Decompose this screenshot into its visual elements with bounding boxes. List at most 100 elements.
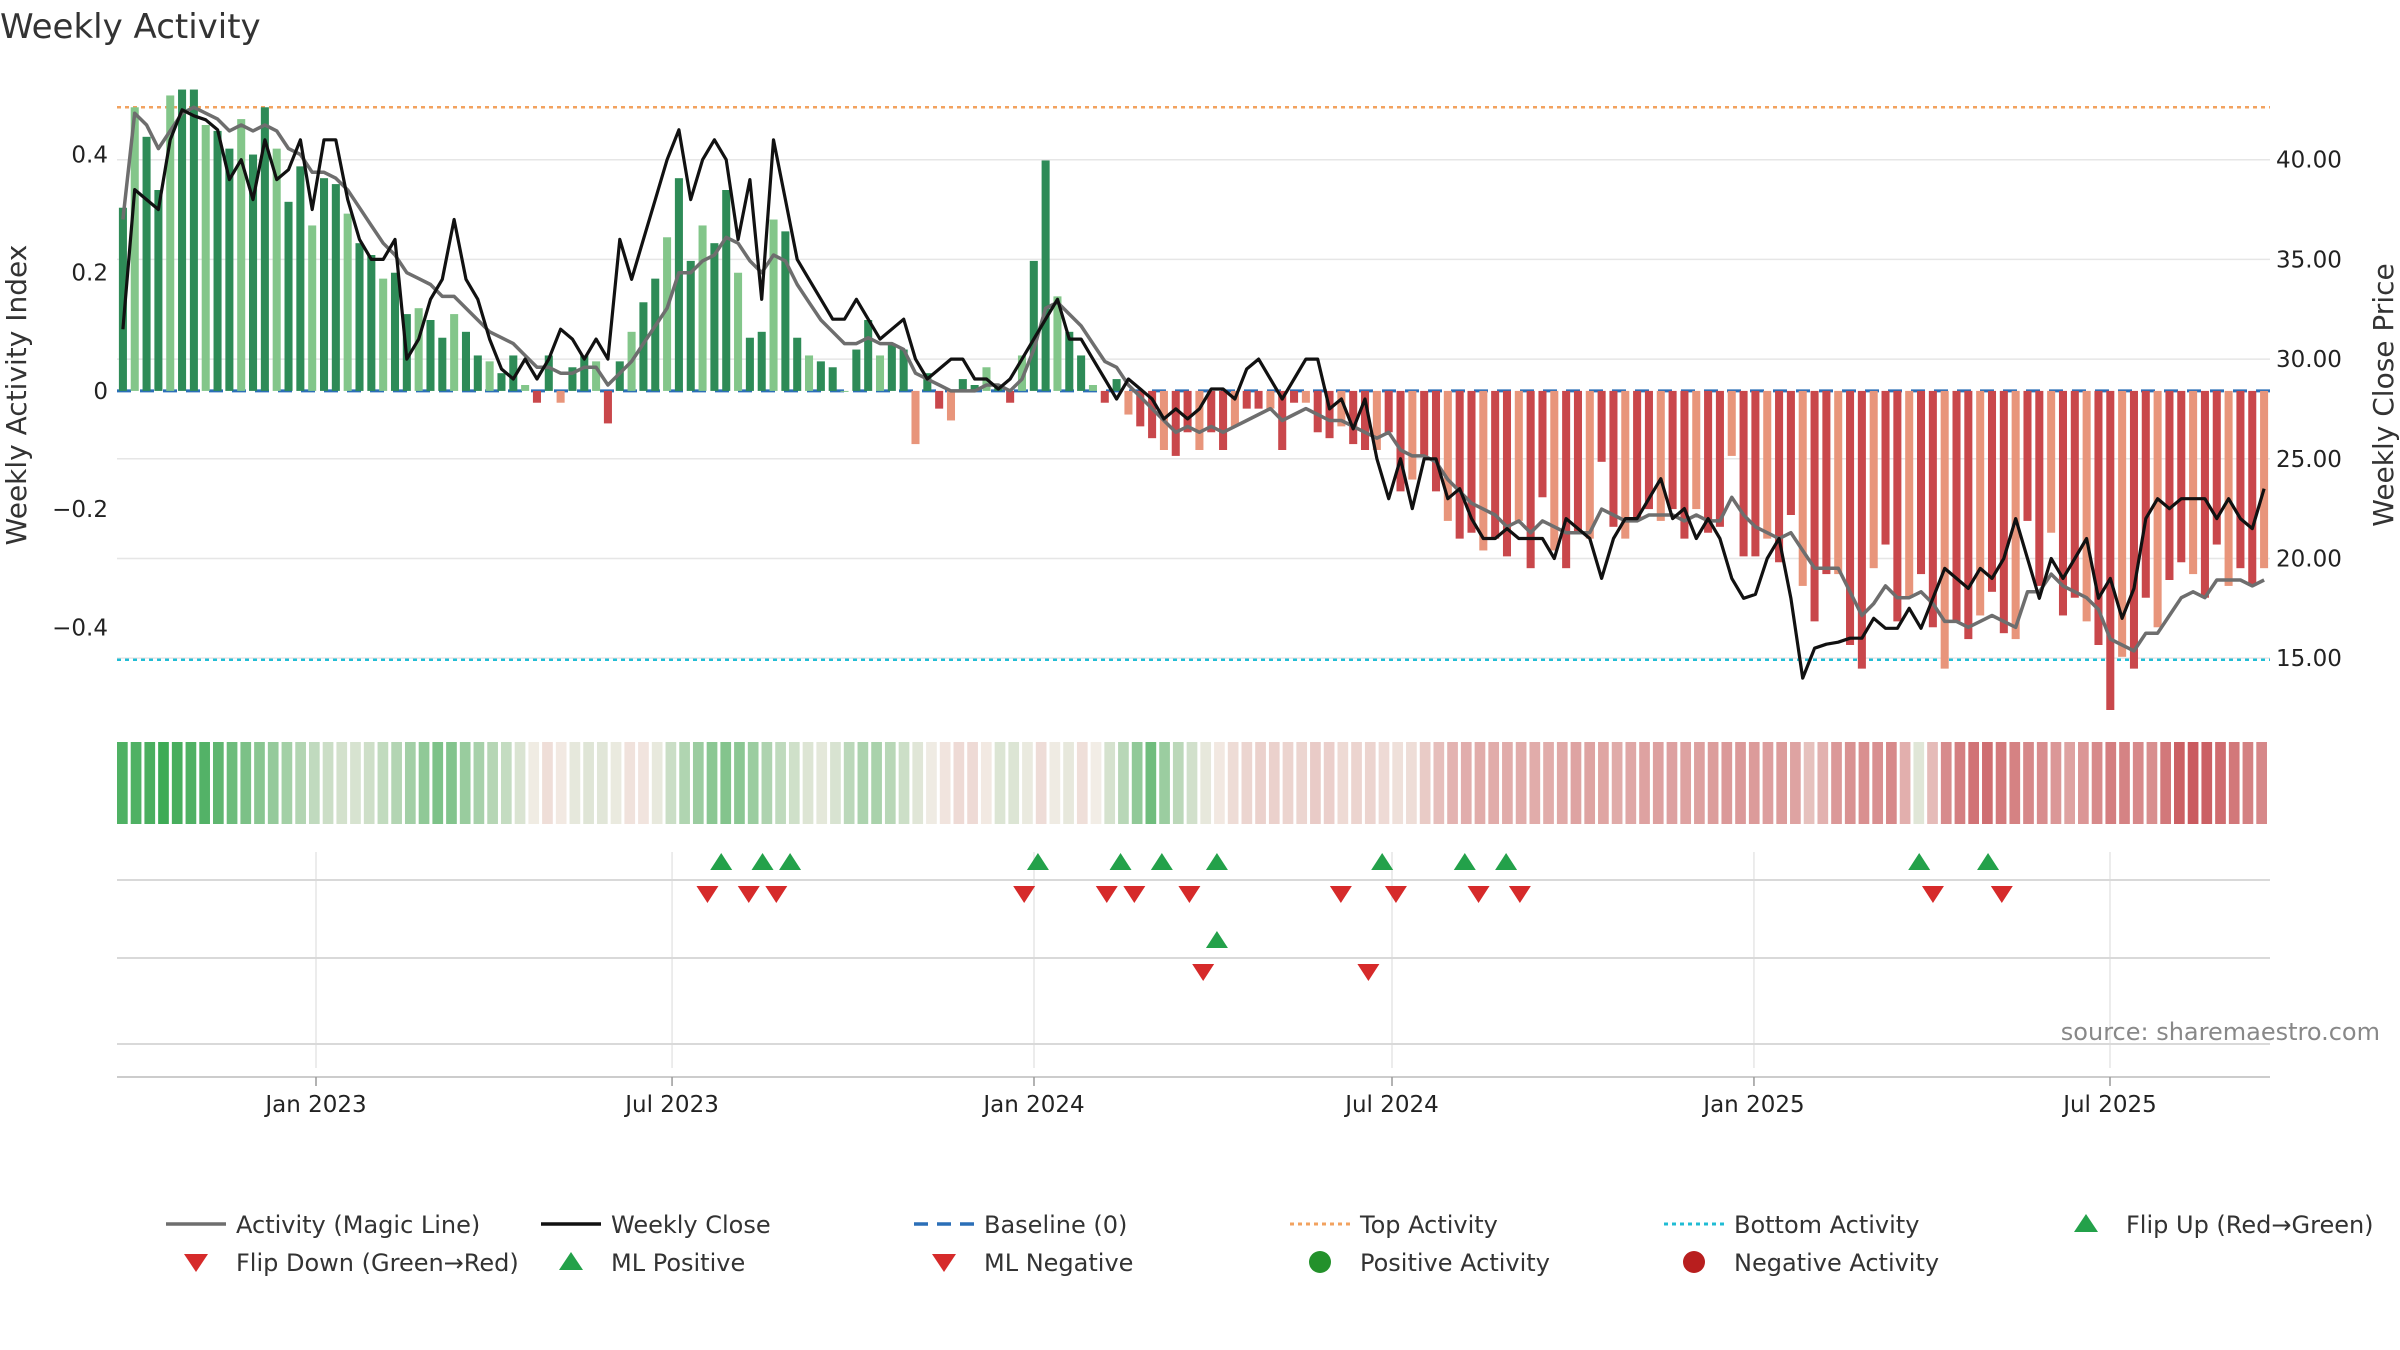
- activity-bar: [1455, 390, 1464, 539]
- ribbon-cell: [2119, 742, 2130, 824]
- ribbon-cell: [295, 742, 306, 824]
- ribbon-cell: [1886, 742, 1897, 824]
- activity-bar: [166, 95, 175, 391]
- activity-bar: [852, 349, 861, 391]
- ribbon-cell: [1680, 742, 1692, 824]
- activity-bar: [497, 373, 506, 391]
- ribbon-cell: [2132, 742, 2144, 824]
- flip-up-marker: [1205, 853, 1228, 870]
- ribbon-cell: [706, 742, 718, 824]
- activity-bar: [2153, 390, 2162, 628]
- activity-bar: [142, 136, 151, 391]
- activity-bar: [2118, 390, 2127, 657]
- activity-bar: [1479, 390, 1488, 551]
- activity-bar: [1420, 390, 1429, 456]
- activity-bar: [1266, 390, 1275, 409]
- activity-bar: [1029, 260, 1038, 391]
- activity-bar: [1041, 160, 1050, 391]
- activity-bar: [485, 361, 494, 391]
- activity-bar: [154, 190, 163, 391]
- legend-label: Bottom Activity: [1734, 1211, 1919, 1239]
- ribbon-cell: [2105, 742, 2117, 824]
- ribbon-cell: [2256, 742, 2267, 824]
- ribbon-cell: [158, 742, 169, 824]
- ribbon-cell: [1858, 742, 1870, 824]
- ribbon-cell: [1378, 742, 1390, 824]
- ribbon-cell: [185, 742, 197, 824]
- activity-bar: [2165, 390, 2174, 580]
- activity-bar: [414, 308, 423, 391]
- activity-bar: [1644, 390, 1653, 510]
- activity-bar: [1917, 390, 1926, 575]
- activity-bar: [532, 390, 541, 403]
- ribbon-cell: [1104, 742, 1116, 824]
- ribbon-cell: [2187, 742, 2199, 824]
- activity-bar: [308, 225, 317, 391]
- ribbon-cell: [1392, 742, 1404, 824]
- ribbon-cell: [1406, 742, 1417, 824]
- activity-bar: [2082, 390, 2091, 622]
- activity-bar: [1893, 390, 1902, 622]
- ribbon-cell: [308, 742, 320, 824]
- activity-bar: [1006, 390, 1015, 403]
- ribbon-cell: [802, 742, 814, 824]
- activity-bar: [1656, 390, 1665, 521]
- ribbon-cell: [1131, 742, 1143, 824]
- legend-label: Negative Activity: [1734, 1249, 1939, 1277]
- ribbon-cell: [816, 742, 828, 824]
- activity-bar: [603, 390, 612, 424]
- activity-bar: [1680, 390, 1689, 539]
- ribbon-cell: [391, 742, 402, 824]
- activity-bar: [1502, 390, 1512, 557]
- activity-bar: [592, 361, 601, 391]
- left-tick-label: −0.4: [52, 615, 108, 641]
- activity-bar: [674, 178, 683, 391]
- legend-swatch: [932, 1254, 956, 1272]
- activity-bar: [923, 373, 932, 391]
- ribbon-cell: [1433, 742, 1445, 824]
- ribbon-cell: [610, 742, 622, 824]
- activity-bar: [390, 272, 400, 391]
- ribbon-cell: [1214, 742, 1225, 824]
- magic-line: [121, 105, 2265, 653]
- activity-bar: [828, 367, 837, 391]
- activity-bar: [2106, 390, 2115, 710]
- activity-bar: [118, 207, 127, 391]
- ribbon-cell: [843, 742, 855, 824]
- activity-bar: [1053, 296, 1062, 391]
- activity-bar: [461, 331, 470, 391]
- activity-bar: [1999, 390, 2008, 634]
- ribbon-cell: [1460, 742, 1472, 824]
- right-tick-label: 30.00: [2276, 347, 2342, 373]
- activity-bar: [1491, 390, 1500, 539]
- ribbon-cell: [1255, 742, 1266, 824]
- legend-item-9: Positive Activity: [1309, 1249, 1550, 1277]
- ribbon-cell: [1776, 742, 1788, 824]
- activity-bar: [663, 237, 672, 391]
- legend-item-0: Activity (Magic Line): [166, 1211, 480, 1239]
- ribbon-cell: [1694, 742, 1705, 824]
- ribbon-cell: [528, 742, 540, 824]
- ribbon-cell: [1145, 742, 1157, 824]
- activity-bar: [1597, 390, 1606, 462]
- ribbon-cell: [747, 742, 759, 824]
- activity-bar: [201, 125, 210, 391]
- flip-up-marker: [710, 853, 733, 870]
- activity-bar: [331, 184, 340, 391]
- flip-down-marker: [1095, 886, 1118, 903]
- ribbon-cell: [418, 742, 430, 824]
- legend-swatch: [559, 1252, 583, 1270]
- ribbon-cell: [1817, 742, 1829, 824]
- left-tick-label: 0.4: [71, 143, 108, 169]
- ribbon-cell: [1927, 742, 1938, 824]
- legend-item-5: Flip Up (Red→Green): [2074, 1211, 2374, 1239]
- legend-item-10: Negative Activity: [1683, 1249, 1939, 1277]
- activity-bar: [1562, 390, 1571, 569]
- legend-item-2: Baseline (0): [914, 1211, 1127, 1239]
- activity-bar: [1017, 355, 1026, 391]
- ribbon-cell: [1735, 742, 1746, 824]
- flip-down-marker: [737, 886, 760, 903]
- activity-bar: [816, 361, 825, 391]
- activity-bar: [1668, 390, 1677, 510]
- gridlines: [117, 158, 2270, 1078]
